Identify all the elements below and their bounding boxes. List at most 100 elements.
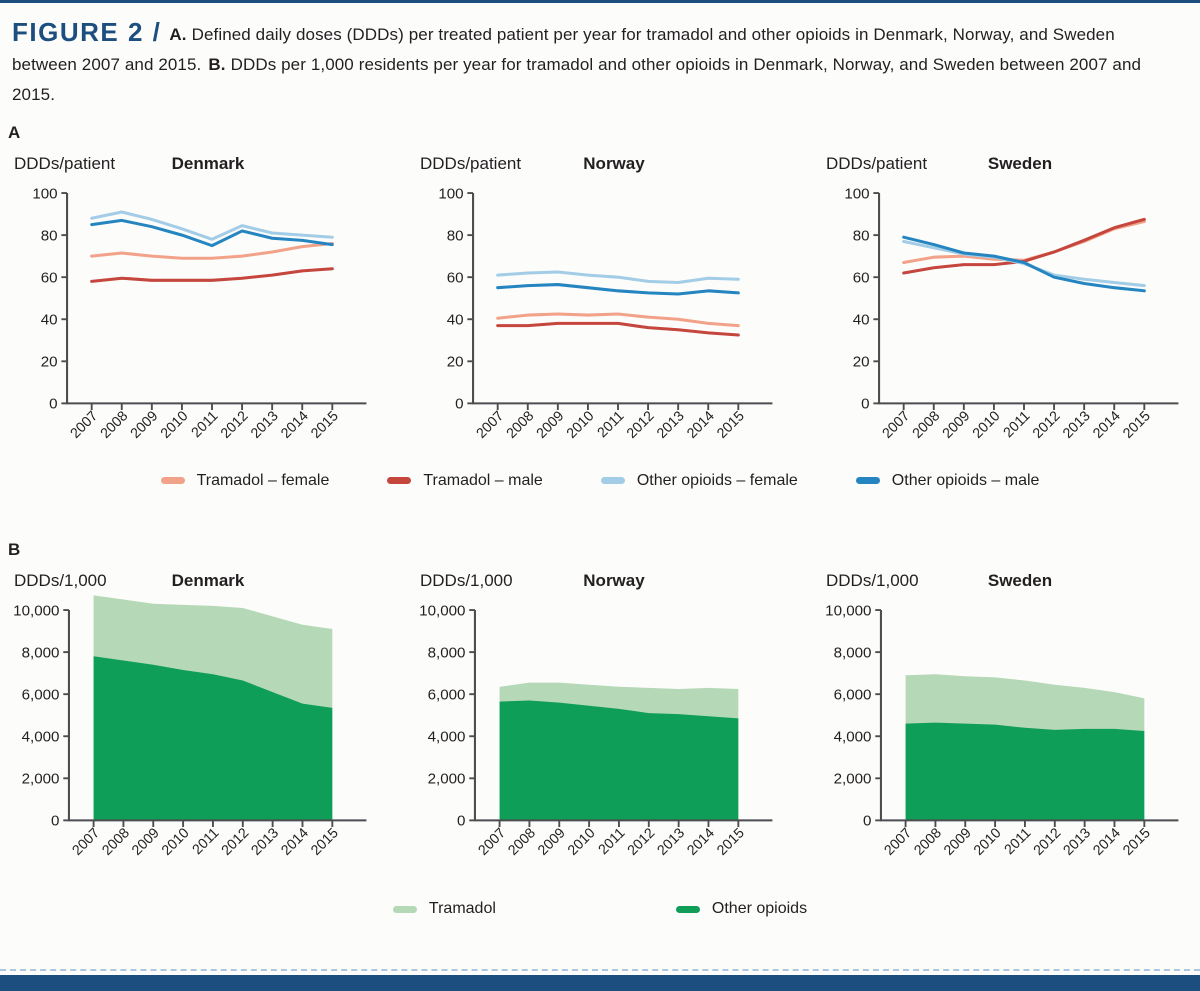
chart-title-sweden-a: Sweden bbox=[987, 154, 1053, 173]
chart-title-denmark-b: Denmark bbox=[171, 570, 245, 590]
svg-text:10,000: 10,000 bbox=[826, 602, 871, 619]
legend-panel-b: Tramadol Other opioids bbox=[0, 900, 1200, 918]
legend-item-tramadol-female: Tramadol – female bbox=[160, 472, 329, 490]
svg-text:2011: 2011 bbox=[189, 408, 222, 441]
legend-label: Tramadol – male bbox=[423, 471, 543, 489]
svg-text:2009: 2009 bbox=[128, 408, 162, 442]
chart-cell-denmark-b: DDDs/1,000 Denmark 0 2,000 4,000 6,000 8,000… bbox=[14, 565, 374, 889]
svg-text:2009: 2009 bbox=[535, 825, 569, 859]
svg-text:2010: 2010 bbox=[158, 408, 192, 442]
svg-text:2,000: 2,000 bbox=[22, 770, 60, 787]
legend-swatch-tramadol bbox=[392, 905, 417, 913]
svg-text:4,000: 4,000 bbox=[428, 728, 466, 745]
svg-text:8,000: 8,000 bbox=[428, 644, 466, 661]
panel-a-label: A bbox=[8, 123, 21, 142]
svg-text:2012: 2012 bbox=[1030, 408, 1064, 442]
legend-swatch-other-opioids bbox=[675, 905, 700, 913]
svg-text:0: 0 bbox=[51, 812, 59, 829]
line-chart-denmark: 0 20 40 60 80 100 2007 2008 2009 2010 2011 2012 2013… bbox=[14, 176, 374, 472]
svg-text:100: 100 bbox=[32, 185, 57, 202]
legend-swatch-other-opioids-male bbox=[855, 477, 880, 485]
svg-text:80: 80 bbox=[447, 227, 464, 244]
svg-text:2008: 2008 bbox=[504, 408, 538, 442]
svg-text:80: 80 bbox=[853, 227, 870, 244]
chart-title-sweden-b: Sweden bbox=[987, 570, 1053, 590]
svg-text:2014: 2014 bbox=[278, 408, 312, 442]
svg-text:2010: 2010 bbox=[565, 825, 599, 859]
panel-b-label: B bbox=[8, 539, 21, 559]
panel-b-chart-row: DDDs/1,000 Denmark 0 2,000 4,000 6,000 8,000… bbox=[0, 565, 1200, 889]
chart-cell-norway-a: DDDs/patient Norway 0 20 40 60 80 100 2007 2008… bbox=[420, 148, 780, 472]
svg-text:100: 100 bbox=[844, 185, 869, 202]
svg-text:2011: 2011 bbox=[189, 825, 222, 858]
svg-text:2008: 2008 bbox=[99, 825, 133, 859]
chart-cell-denmark-a: DDDs/patient Denmark 0 20 40 60 80 100 2007 200… bbox=[14, 148, 374, 472]
svg-text:2015: 2015 bbox=[1120, 825, 1154, 859]
svg-text:2007: 2007 bbox=[473, 408, 507, 442]
y-axis-unit-label: DDDs/1,000 bbox=[14, 570, 107, 590]
svg-text:2013: 2013 bbox=[248, 825, 282, 859]
svg-text:2015: 2015 bbox=[308, 825, 342, 859]
svg-text:6,000: 6,000 bbox=[22, 686, 60, 703]
chart-title-norway-a: Norway bbox=[583, 154, 645, 173]
svg-text:2007: 2007 bbox=[475, 825, 509, 859]
bottom-border-bar bbox=[0, 975, 1200, 991]
line-chart-sweden: 0 20 40 60 80 100 2007 2008 2009 2010 2011 2012 2013… bbox=[826, 176, 1186, 472]
svg-text:2007: 2007 bbox=[881, 825, 915, 859]
svg-text:40: 40 bbox=[41, 311, 58, 328]
chart-cell-norway-b: DDDs/1,000 Norway 0 2,000 4,000 6,000 8,000 1… bbox=[420, 565, 780, 889]
caption-part-b-label: B. bbox=[208, 55, 226, 74]
svg-text:2013: 2013 bbox=[654, 825, 688, 859]
svg-text:6,000: 6,000 bbox=[428, 686, 466, 703]
y-axis-unit-label: DDDs/1,000 bbox=[420, 570, 513, 590]
legend-item-tramadol-male: Tramadol – male bbox=[387, 471, 543, 490]
legend-label: Other opioids bbox=[711, 900, 808, 918]
svg-text:100: 100 bbox=[438, 185, 463, 202]
svg-text:2008: 2008 bbox=[505, 825, 539, 859]
legend-panel-a: Tramadol – female Tramadol – male Other … bbox=[0, 472, 1200, 490]
svg-text:0: 0 bbox=[455, 396, 463, 413]
svg-text:2012: 2012 bbox=[1031, 825, 1065, 859]
svg-text:2014: 2014 bbox=[1090, 825, 1124, 859]
svg-text:6,000: 6,000 bbox=[834, 686, 872, 703]
svg-text:2,000: 2,000 bbox=[834, 770, 872, 787]
caption-part-a-label: A. bbox=[169, 25, 187, 44]
svg-text:60: 60 bbox=[853, 269, 870, 286]
legend-item-other-opioids: Other opioids bbox=[675, 900, 808, 918]
svg-text:8,000: 8,000 bbox=[22, 644, 60, 661]
svg-text:2007: 2007 bbox=[67, 408, 101, 442]
svg-text:2009: 2009 bbox=[534, 408, 568, 442]
svg-text:2014: 2014 bbox=[684, 825, 718, 859]
top-border-rule bbox=[0, 0, 1200, 3]
y-axis-unit-label: DDDs/1,000 bbox=[826, 570, 919, 590]
legend-item-other-opioids-female: Other opioids – female bbox=[600, 472, 798, 490]
svg-text:2014: 2014 bbox=[278, 825, 312, 859]
svg-text:4,000: 4,000 bbox=[834, 728, 872, 745]
svg-text:2011: 2011 bbox=[1001, 408, 1034, 441]
legend-label: Other opioids – male bbox=[891, 471, 1040, 489]
figure-number-label: FIGURE 2 / bbox=[12, 17, 162, 47]
svg-text:10,000: 10,000 bbox=[14, 602, 59, 619]
svg-text:2009: 2009 bbox=[941, 825, 975, 859]
legend-swatch-other-opioids-female bbox=[600, 477, 625, 485]
svg-text:2010: 2010 bbox=[159, 825, 193, 859]
svg-text:2013: 2013 bbox=[248, 408, 282, 442]
svg-text:2012: 2012 bbox=[219, 825, 253, 859]
y-axis-unit-label: DDDs/patient bbox=[14, 154, 116, 173]
chart-title-norway-b: Norway bbox=[583, 570, 645, 590]
figure-caption: FIGURE 2 / A. Defined daily doses (DDDs) p… bbox=[0, 0, 1185, 110]
svg-text:20: 20 bbox=[41, 354, 58, 371]
legend-item-other-opioids-male: Other opioids – male bbox=[855, 471, 1040, 490]
svg-text:2012: 2012 bbox=[624, 408, 658, 442]
svg-text:40: 40 bbox=[447, 311, 464, 328]
svg-text:2013: 2013 bbox=[654, 408, 688, 442]
svg-text:80: 80 bbox=[41, 227, 58, 244]
legend-swatch-tramadol-female bbox=[160, 477, 185, 485]
y-axis-unit-label: DDDs/patient bbox=[826, 154, 928, 173]
svg-text:2012: 2012 bbox=[218, 408, 252, 442]
svg-text:2012: 2012 bbox=[625, 825, 659, 859]
svg-text:2011: 2011 bbox=[1001, 825, 1034, 858]
panel-a-chart-row: DDDs/patient Denmark 0 20 40 60 80 100 2007 200… bbox=[0, 148, 1200, 472]
svg-text:2010: 2010 bbox=[564, 408, 598, 442]
svg-text:2009: 2009 bbox=[129, 825, 163, 859]
